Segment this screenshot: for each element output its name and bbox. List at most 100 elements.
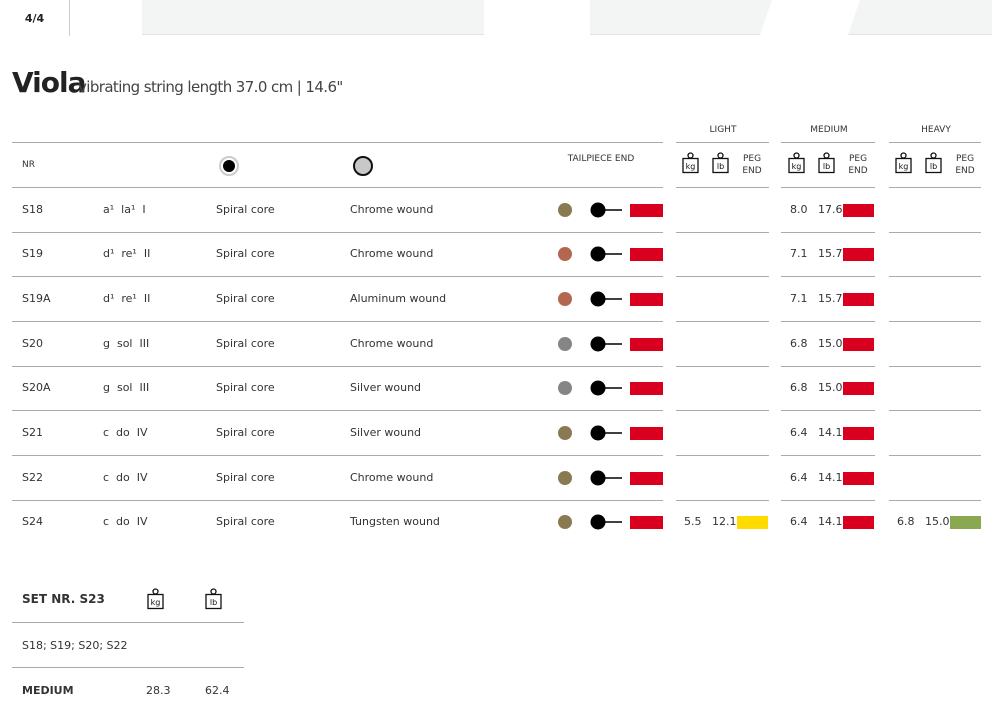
tailpiece-color-bar — [630, 427, 663, 440]
medium-lb: 15.0 — [818, 381, 843, 394]
silk-color-dot — [558, 471, 572, 485]
ball-end-icon — [590, 470, 622, 486]
medium-kg: 6.4 — [790, 426, 808, 439]
medium-kg: 7.1 — [790, 292, 808, 305]
medium-peg-color-bar — [843, 248, 874, 261]
ball-end-icon — [590, 514, 622, 530]
string-number: S20A — [22, 381, 51, 394]
string-note: d¹ re¹ II — [103, 247, 151, 260]
string-winding: Silver wound — [350, 381, 422, 394]
heavy-kg: 6.8 — [897, 515, 915, 528]
string-number: S19A — [22, 292, 51, 305]
ball-end-icon — [590, 336, 622, 352]
svg-text:lb: lb — [717, 162, 724, 171]
string-note: c do IV — [103, 471, 148, 484]
set-lb-value: 62.4 — [205, 684, 230, 697]
column-nr: NR — [22, 160, 35, 170]
string-core: Spiral core — [216, 203, 275, 216]
string-note: g sol III — [103, 381, 150, 394]
string-core: Spiral core — [216, 471, 275, 484]
group-light: LIGHT — [709, 125, 737, 135]
column-peg-end: PEG END — [848, 154, 868, 176]
page-subtitle: vibrating string length 37.0 cm | 14.6" — [78, 78, 343, 96]
svg-text:kg: kg — [899, 162, 909, 171]
lb-weight-icon: lb — [712, 152, 729, 177]
medium-kg: 6.8 — [790, 381, 808, 394]
svg-text:kg: kg — [792, 162, 802, 171]
medium-kg: 6.8 — [790, 337, 808, 350]
set-title: SET NR. S23 — [22, 592, 105, 606]
lb-weight-icon: lb — [205, 588, 222, 613]
tailpiece-color-bar — [630, 248, 663, 261]
tailpiece-color-bar — [630, 204, 663, 217]
string-winding: Chrome wound — [350, 471, 434, 484]
group-heavy: HEAVY — [921, 125, 951, 135]
column-peg-end: PEG END — [955, 154, 975, 176]
string-note: c do IV — [103, 426, 148, 439]
medium-lb: 14.1 — [818, 471, 843, 484]
lb-weight-icon: lb — [818, 152, 835, 177]
svg-text:lb: lb — [823, 162, 830, 171]
column-peg-end: PEG END — [742, 154, 762, 176]
page-title: Viola — [12, 66, 87, 99]
kg-weight-icon: kg — [788, 152, 805, 177]
string-number: S18 — [22, 203, 43, 216]
light-peg-color-bar — [737, 516, 768, 529]
medium-peg-color-bar — [843, 204, 874, 217]
string-core: Spiral core — [216, 515, 275, 528]
medium-kg: 6.4 — [790, 471, 808, 484]
medium-peg-color-bar — [843, 293, 874, 306]
string-core: Spiral core — [216, 337, 275, 350]
light-lb: 12.1 — [712, 515, 737, 528]
string-winding: Chrome wound — [350, 247, 434, 260]
string-winding: Silver wound — [350, 426, 422, 439]
column-tailpiece-end: TAILPIECE END — [567, 154, 635, 164]
medium-kg: 7.1 — [790, 247, 808, 260]
medium-peg-color-bar — [843, 427, 874, 440]
tailpiece-color-bar — [630, 382, 663, 395]
string-core: Spiral core — [216, 426, 275, 439]
ball-end-icon — [590, 380, 622, 396]
silk-color-dot — [558, 515, 572, 529]
tab-4-4[interactable]: 4/4 — [0, 0, 70, 36]
silk-color-dot — [558, 426, 572, 440]
ball-end-icon — [590, 246, 622, 262]
string-winding: Chrome wound — [350, 337, 434, 350]
medium-peg-color-bar — [843, 516, 874, 529]
medium-lb: 15.0 — [818, 337, 843, 350]
lb-weight-icon: lb — [925, 152, 942, 177]
silk-color-dot — [558, 337, 572, 351]
string-winding: Chrome wound — [350, 203, 434, 216]
tab-blank[interactable] — [70, 0, 142, 35]
string-core: Spiral core — [216, 247, 275, 260]
kg-weight-icon: kg — [147, 588, 164, 613]
heavy-lb: 15.0 — [925, 515, 950, 528]
medium-lb: 14.1 — [818, 426, 843, 439]
string-core: Spiral core — [216, 292, 275, 305]
tailpiece-color-bar — [630, 516, 663, 529]
medium-peg-color-bar — [843, 472, 874, 485]
silk-color-dot — [558, 247, 572, 261]
set-kg-value: 28.3 — [146, 684, 171, 697]
silk-color-dot — [558, 292, 572, 306]
medium-kg: 8.0 — [790, 203, 808, 216]
string-number: S19 — [22, 247, 43, 260]
silk-color-dot — [558, 381, 572, 395]
string-note: d¹ re¹ II — [103, 292, 151, 305]
tailpiece-color-bar — [630, 293, 663, 306]
string-number: S24 — [22, 515, 43, 528]
tab-blank[interactable] — [760, 0, 860, 35]
string-number: S21 — [22, 426, 43, 439]
tailpiece-color-bar — [630, 338, 663, 351]
svg-text:kg: kg — [686, 162, 696, 171]
string-number: S22 — [22, 471, 43, 484]
string-note: c do IV — [103, 515, 148, 528]
medium-lb: 15.7 — [818, 247, 843, 260]
medium-peg-color-bar — [843, 382, 874, 395]
tab-blank[interactable] — [484, 0, 590, 35]
medium-lb: 14.1 — [818, 515, 843, 528]
medium-peg-color-bar — [843, 338, 874, 351]
set-strings: S18; S19; S20; S22 — [22, 639, 128, 652]
heavy-peg-color-bar — [950, 516, 981, 529]
string-number: S20 — [22, 337, 43, 350]
